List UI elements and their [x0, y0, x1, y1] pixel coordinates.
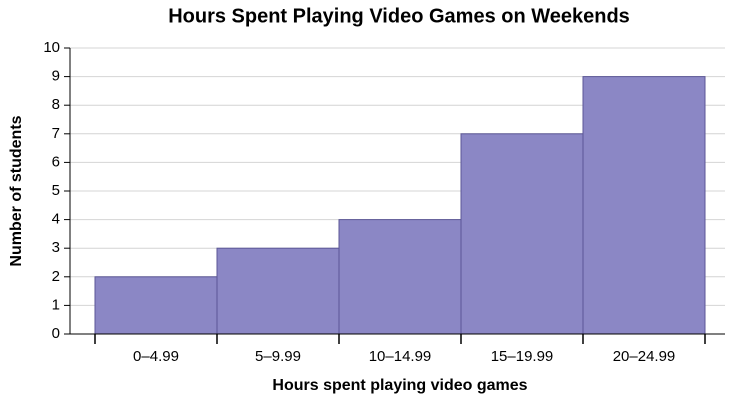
y-tick-label: 3	[52, 239, 60, 256]
x-tick-label: 10–14.99	[369, 348, 432, 365]
chart-title: Hours Spent Playing Video Games on Weeke…	[168, 5, 630, 27]
y-tick-label: 5	[52, 182, 60, 199]
y-tick-label: 7	[52, 125, 60, 142]
x-tick-label: 20–24.99	[613, 348, 676, 365]
y-tick-label: 1	[52, 296, 60, 313]
x-tick-label: 15–19.99	[491, 348, 554, 365]
x-axis-title: Hours spent playing video games	[272, 377, 527, 394]
y-tick-label: 0	[52, 325, 60, 342]
bar	[338, 219, 462, 335]
y-tick-label: 2	[52, 268, 60, 285]
x-tick-label: 0–4.99	[133, 348, 179, 365]
y-tick-label: 9	[52, 68, 60, 85]
bar	[216, 247, 340, 335]
y-tick-label: 4	[52, 211, 60, 228]
bar	[582, 76, 706, 335]
y-tick-label: 6	[52, 153, 60, 170]
y-tick-label: 10	[43, 39, 60, 56]
bar	[94, 276, 218, 335]
bar	[460, 133, 584, 335]
y-axis-title: Number of students	[8, 115, 25, 266]
y-tick-label: 8	[52, 96, 60, 113]
x-tick-label: 5–9.99	[255, 348, 301, 365]
